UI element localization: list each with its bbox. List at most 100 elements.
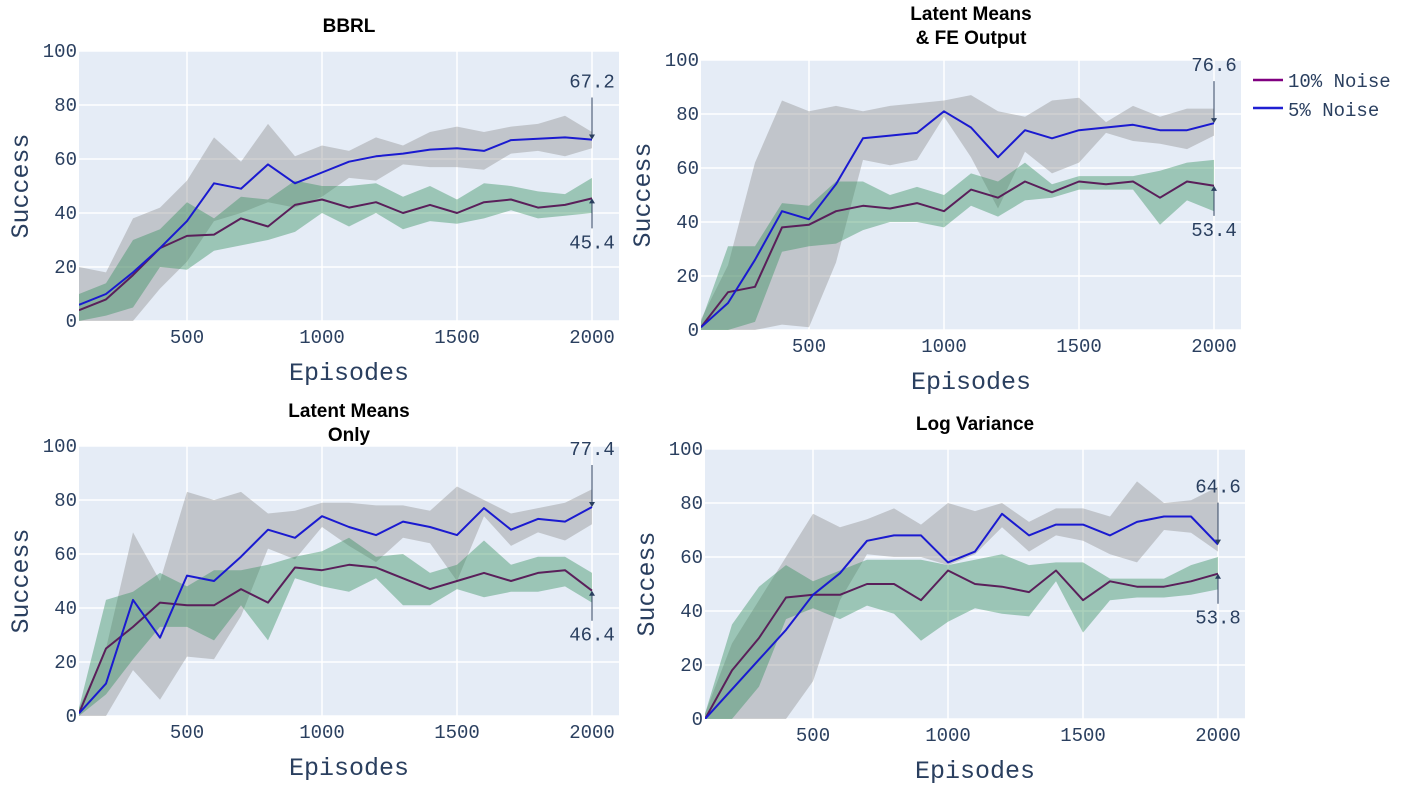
- band-5pct-noise: [79, 115, 592, 321]
- annotation-label: 77.4: [569, 439, 615, 461]
- y-tick-label: 40: [676, 212, 699, 234]
- y-tick-label: 80: [54, 490, 77, 512]
- data-layer: [701, 95, 1215, 330]
- x-axis-title: Episodes: [911, 368, 1031, 397]
- chart-title: & FE Output: [916, 28, 1027, 49]
- y-tick-label: 100: [43, 436, 77, 458]
- chart-panel-1: 500 1000 1500 2000 0 20 40 60 80 100 Episodes Succe…: [7, 16, 619, 388]
- x-tick-label: 1500: [434, 722, 480, 744]
- y-tick-label: 20: [54, 257, 77, 279]
- x-tick-label: 2000: [569, 722, 615, 744]
- chart-title: Only: [328, 425, 371, 446]
- chart-title: Latent Means: [910, 4, 1031, 25]
- annotation-arrowhead: [1215, 573, 1221, 579]
- plot-area: [79, 446, 619, 716]
- y-axis-title: Success: [7, 133, 36, 238]
- band-5pct-noise: [705, 481, 1218, 719]
- band-5pct-noise: [701, 95, 1214, 330]
- chart-panel-2: 500 1000 1500 2000 0 20 40 60 80 100 Episodes Succe…: [629, 4, 1241, 397]
- x-tick-label: 500: [796, 725, 830, 747]
- y-tick-label: 80: [676, 104, 699, 126]
- line-5pct-noise: [79, 136, 593, 306]
- band-10pct-noise: [79, 177, 592, 321]
- x-tick-label: 1000: [921, 336, 967, 358]
- line-5pct-noise: [705, 512, 1219, 719]
- y-axis-title: Success: [7, 528, 36, 633]
- annotation-label: 53.8: [1195, 608, 1241, 630]
- x-tick-label: 500: [170, 327, 204, 349]
- legend-label-10pct: 10% Noise: [1288, 71, 1391, 93]
- y-tick-label: 40: [680, 601, 703, 623]
- line-10pct-noise: [701, 180, 1215, 328]
- y-tick-label: 80: [54, 95, 77, 117]
- annotation-label: 45.4: [569, 232, 615, 254]
- y-axis-title: Success: [629, 142, 658, 247]
- y-tick-label: 60: [54, 544, 77, 566]
- annotation-label: 76.6: [1191, 55, 1237, 77]
- line-10pct-noise: [79, 563, 593, 714]
- y-tick-label: 60: [680, 547, 703, 569]
- plot-area: [79, 51, 619, 321]
- x-tick-label: 1000: [299, 722, 345, 744]
- x-axis-title: Episodes: [289, 359, 409, 388]
- annotation-arrowhead: [1215, 539, 1221, 545]
- y-tick-label: 100: [669, 439, 703, 461]
- x-axis-title: Episodes: [915, 757, 1035, 786]
- annotation-arrowhead: [1211, 118, 1217, 124]
- y-tick-label: 20: [54, 652, 77, 674]
- annotation-arrowhead: [589, 590, 595, 596]
- annotation-arrowhead: [589, 198, 595, 204]
- band-10pct-noise: [79, 537, 592, 716]
- x-tick-label: 2000: [1195, 725, 1241, 747]
- y-tick-label: 80: [680, 493, 703, 515]
- annotation-label: 64.6: [1195, 477, 1241, 499]
- x-tick-label: 1500: [434, 327, 480, 349]
- x-tick-label: 1000: [299, 327, 345, 349]
- line-10pct-noise: [79, 197, 593, 312]
- plot-area: [701, 60, 1241, 330]
- x-tick-label: 1500: [1056, 336, 1102, 358]
- annotation-arrowhead: [589, 502, 595, 508]
- annotation-label: 53.4: [1191, 220, 1237, 242]
- x-tick-label: 500: [792, 336, 826, 358]
- line-5pct-noise: [701, 110, 1215, 329]
- chart-title: BBRL: [323, 16, 376, 37]
- y-tick-label: 40: [54, 203, 77, 225]
- x-axis-title: Episodes: [289, 754, 409, 783]
- line-10pct-noise: [705, 569, 1219, 719]
- legend: 10% Noise 5% Noise: [1253, 71, 1391, 122]
- y-tick-label: 0: [66, 311, 77, 333]
- chart-title: Log Variance: [916, 414, 1034, 435]
- chart-panel-4: 500 1000 1500 2000 0 20 40 60 80 100 Episodes Succe…: [633, 414, 1245, 786]
- band-10pct-noise: [701, 159, 1214, 330]
- y-tick-label: 20: [680, 655, 703, 677]
- y-tick-label: 0: [688, 320, 699, 342]
- data-layer: [79, 486, 593, 716]
- x-tick-label: 1500: [1060, 725, 1106, 747]
- chart-title: Latent Means: [288, 401, 409, 422]
- y-axis-title: Success: [633, 531, 662, 636]
- x-tick-label: 2000: [569, 327, 615, 349]
- x-tick-label: 2000: [1191, 336, 1237, 358]
- data-layer: [79, 115, 593, 321]
- legend-label-5pct: 5% Noise: [1288, 100, 1379, 122]
- annotation-label: 67.2: [569, 72, 615, 94]
- y-tick-label: 100: [43, 41, 77, 63]
- annotation-arrowhead: [1211, 185, 1217, 191]
- y-tick-label: 100: [665, 50, 699, 72]
- annotation-label: 46.4: [569, 625, 615, 647]
- x-tick-label: 500: [170, 722, 204, 744]
- y-tick-label: 0: [66, 706, 77, 728]
- y-tick-label: 0: [692, 709, 703, 731]
- y-tick-label: 60: [54, 149, 77, 171]
- x-tick-label: 1000: [925, 725, 971, 747]
- y-tick-label: 40: [54, 598, 77, 620]
- y-tick-label: 60: [676, 158, 699, 180]
- annotation-arrowhead: [589, 134, 595, 140]
- data-layer: [705, 481, 1219, 719]
- band-5pct-noise: [79, 486, 592, 716]
- line-5pct-noise: [79, 506, 593, 714]
- chart-panel-3: 500 1000 1500 2000 0 20 40 60 80 100 Episodes Succe…: [7, 401, 619, 783]
- y-tick-label: 20: [676, 266, 699, 288]
